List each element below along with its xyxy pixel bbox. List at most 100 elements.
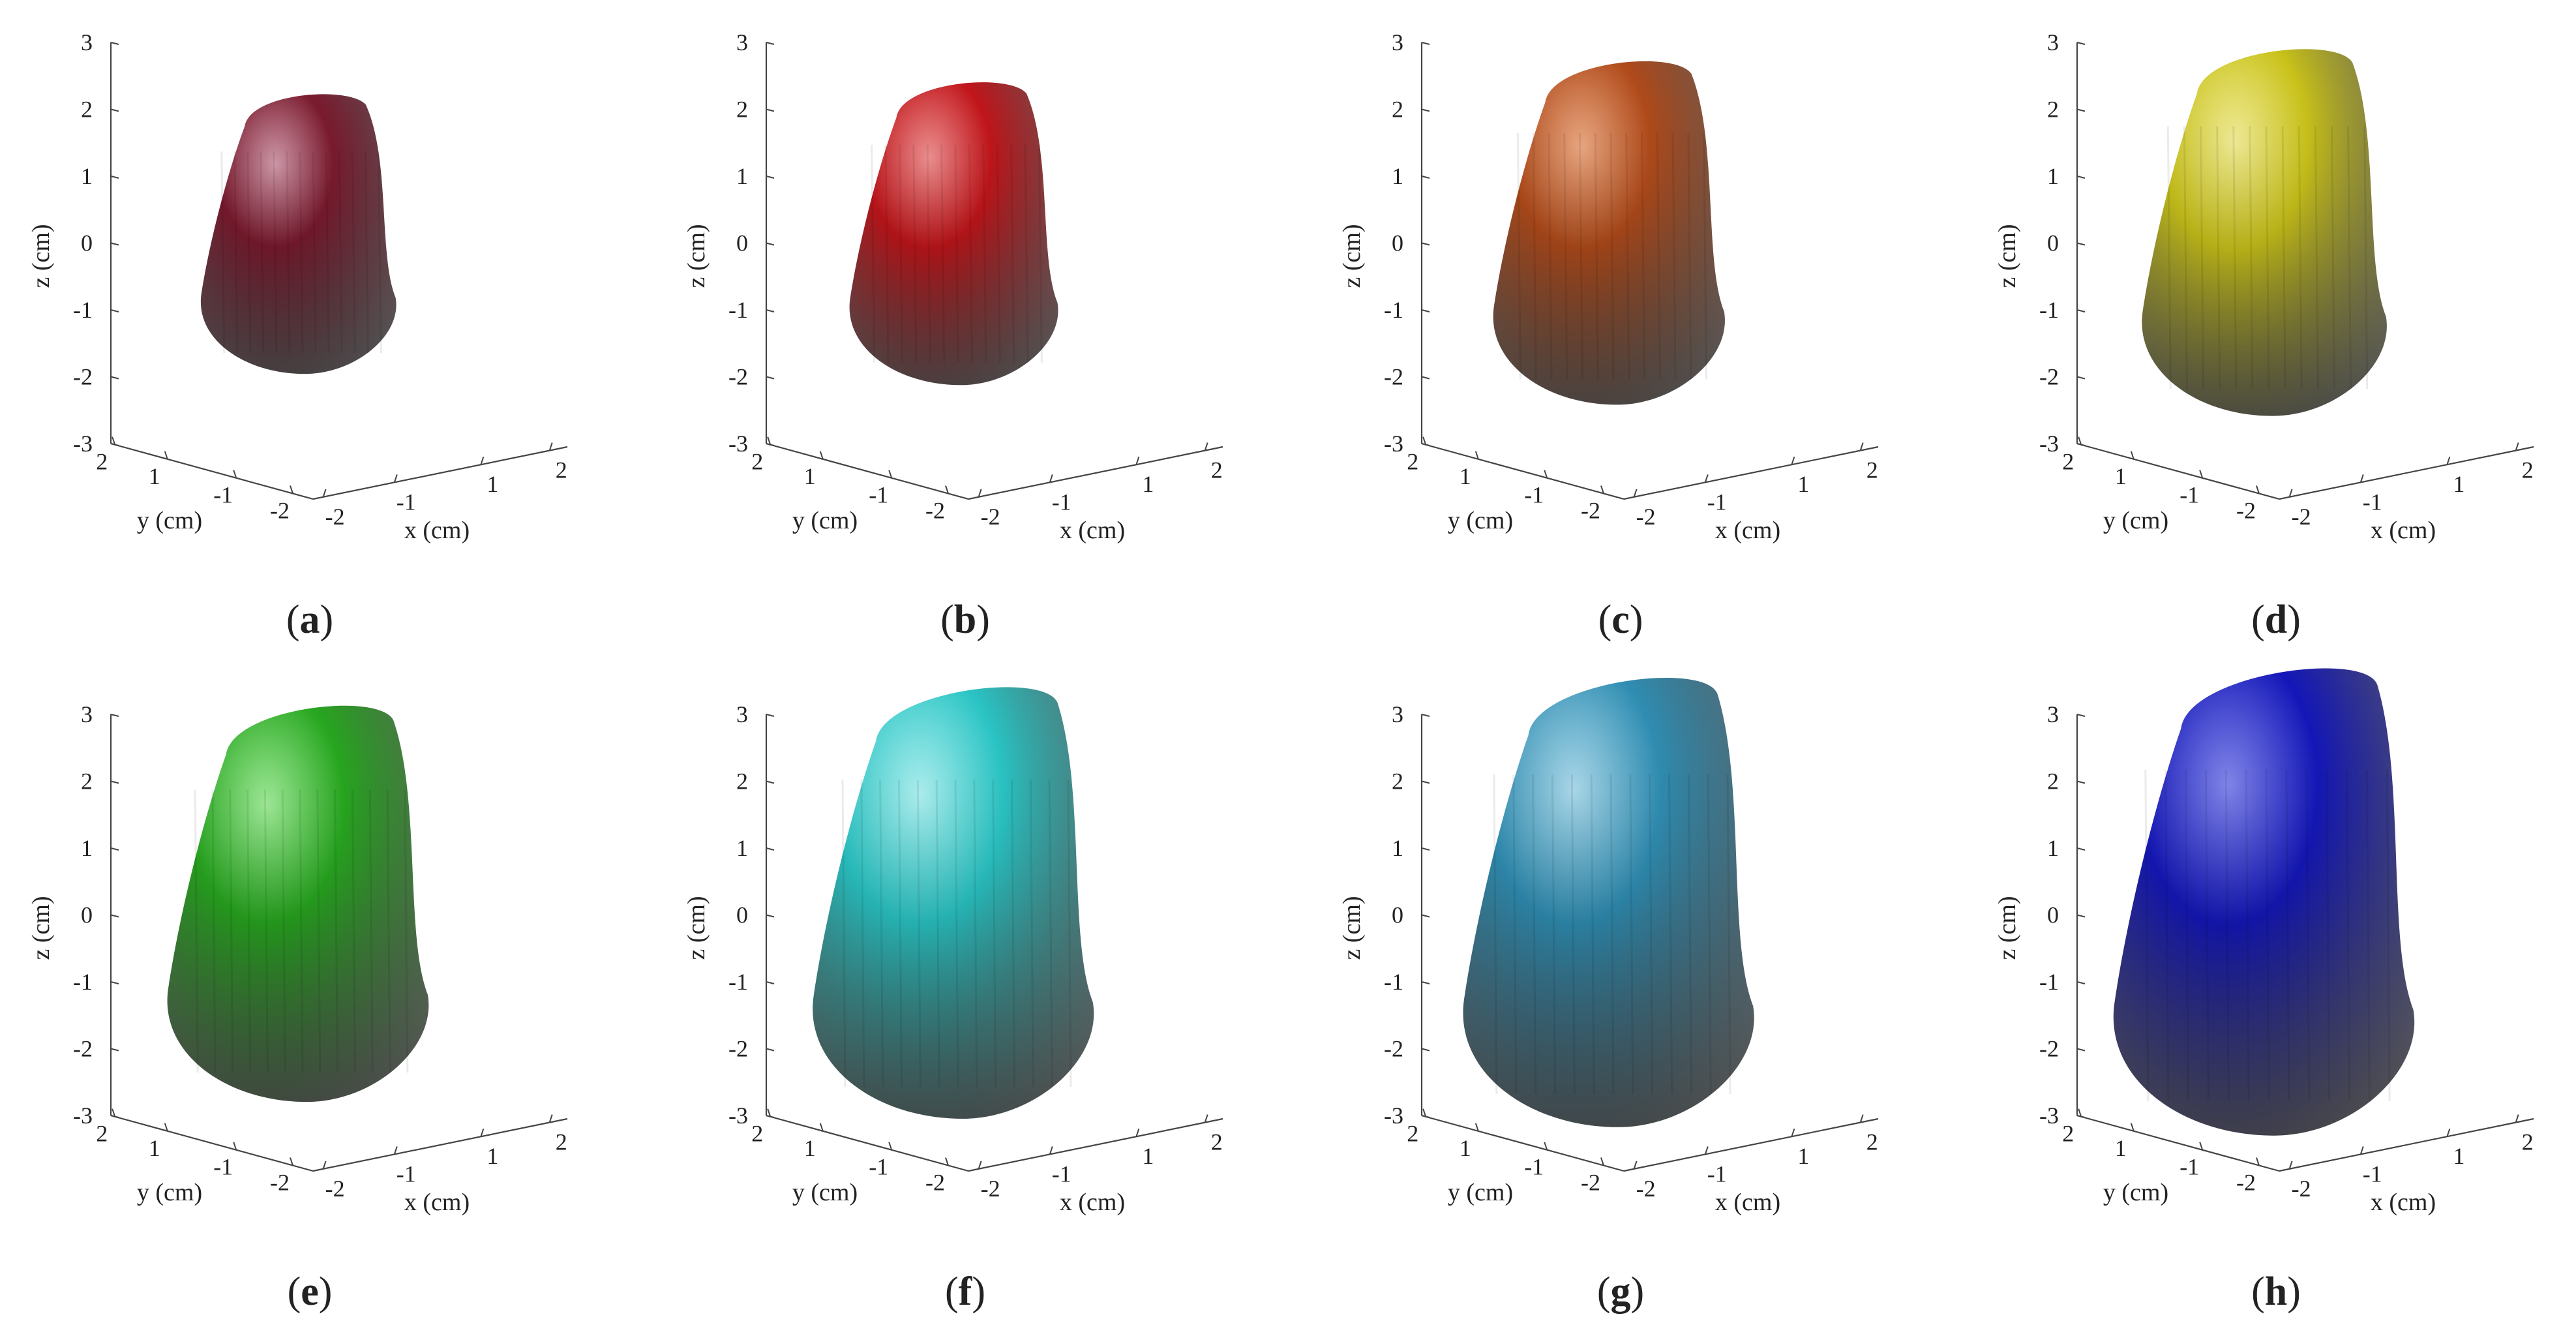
z-tick-label: -3 bbox=[73, 1102, 93, 1129]
y-axis-label: y (cm) bbox=[137, 1179, 202, 1206]
tumor-texture bbox=[2347, 126, 2352, 389]
tumor-texture bbox=[898, 144, 903, 363]
tumor-texture bbox=[1594, 132, 1599, 380]
y-tick-label: 2 bbox=[1407, 1121, 1418, 1147]
panel-c: 3 2 1 0 -1 -2 -3 z (cm) 2 1 -1 -2 y (cm) -2 -1 1 2 x (cm)… bbox=[1338, 29, 1879, 642]
x-tick-mark bbox=[322, 1161, 327, 1170]
y-tick-label: -1 bbox=[869, 1154, 888, 1180]
y-axis-label: y (cm) bbox=[1448, 1179, 1513, 1206]
tumor-texture bbox=[2265, 126, 2270, 389]
caption-paren-close: ) bbox=[2287, 1270, 2301, 1314]
y-tick-label: -2 bbox=[1581, 1170, 1600, 1196]
tumor-texture bbox=[247, 151, 252, 354]
z-tick-label: 2 bbox=[2047, 768, 2059, 795]
tumor-texture bbox=[220, 151, 226, 354]
caption-c: (c) bbox=[1598, 598, 1643, 642]
y-tick-mark bbox=[112, 1108, 116, 1118]
x-tick-label: 2 bbox=[2522, 457, 2534, 483]
y-axis-line bbox=[1421, 442, 1625, 500]
z-tick-label: 3 bbox=[736, 701, 748, 727]
tumor-shading bbox=[200, 94, 397, 374]
tumor-texture bbox=[2245, 769, 2250, 1102]
x-axis-line bbox=[968, 446, 1223, 500]
z-tick-mark bbox=[2076, 242, 2086, 246]
x-tick-mark bbox=[2446, 1128, 2451, 1137]
caption-paren-open: ( bbox=[288, 1270, 301, 1314]
z-tick-label: -1 bbox=[1384, 969, 1403, 995]
tumor-texture bbox=[299, 789, 304, 1073]
tumor-texture bbox=[940, 144, 946, 363]
z-tick-label: 1 bbox=[2047, 835, 2059, 861]
x-tick-label: 2 bbox=[1211, 457, 1223, 483]
y-tick-mark bbox=[888, 1142, 893, 1151]
x-tick-label: -2 bbox=[981, 1176, 1000, 1202]
z-tick-mark bbox=[1421, 242, 1430, 246]
x-tick-mark bbox=[1791, 456, 1795, 465]
z-tick-label: 3 bbox=[2047, 701, 2059, 727]
tumor-texture bbox=[973, 780, 978, 1087]
caption-f: (f) bbox=[945, 1270, 985, 1314]
z-tick-mark bbox=[2076, 780, 2086, 784]
tumor-texture bbox=[879, 780, 884, 1087]
y-tick-mark bbox=[2130, 451, 2134, 460]
z-tick-mark bbox=[1421, 175, 1430, 179]
y-tick-label: 1 bbox=[2115, 1135, 2127, 1161]
tumor-texture bbox=[338, 151, 343, 354]
y-tick-label: -1 bbox=[2179, 482, 2199, 508]
x-axis-line bbox=[312, 446, 568, 500]
z-axis-label: z (cm) bbox=[27, 224, 55, 288]
caption-h: (h) bbox=[2251, 1270, 2301, 1314]
z-tick-label: 3 bbox=[2047, 29, 2059, 55]
x-tick-label: -2 bbox=[2292, 504, 2311, 530]
x-tick-mark bbox=[1049, 474, 1053, 483]
z-tick-label: -1 bbox=[2039, 297, 2059, 323]
z-tick-label: 0 bbox=[81, 902, 93, 928]
x-tick-mark bbox=[1704, 1146, 1709, 1155]
y-tick-label: -1 bbox=[213, 1154, 233, 1180]
z-tick-label: -3 bbox=[2039, 1102, 2059, 1129]
tumor-texture bbox=[2224, 769, 2230, 1102]
tumor-texture bbox=[1656, 132, 1661, 380]
x-axis-label: x (cm) bbox=[1060, 517, 1125, 544]
x-tick-label: 1 bbox=[1142, 1143, 1154, 1169]
tumor-shading bbox=[2113, 668, 2415, 1136]
x-tick-label: -2 bbox=[981, 504, 1000, 530]
caption-paren-close: ) bbox=[1631, 1270, 1645, 1314]
z-tick-mark bbox=[110, 376, 119, 380]
z-tick-mark bbox=[766, 376, 775, 380]
z-axis-label: z (cm) bbox=[683, 896, 710, 960]
y-axis-line bbox=[1421, 1114, 1625, 1172]
caption-paren-close: ) bbox=[320, 598, 334, 642]
y-tick-label: -1 bbox=[1524, 1154, 1544, 1180]
z-tick-label: 3 bbox=[1392, 701, 1403, 727]
z-tick-label: 2 bbox=[81, 768, 93, 795]
tumor-texture bbox=[263, 789, 269, 1073]
tumor-texture bbox=[211, 789, 217, 1073]
tumor-texture bbox=[273, 151, 278, 354]
caption-paren-open: ( bbox=[2251, 1270, 2265, 1314]
y-tick-mark bbox=[2078, 436, 2082, 446]
caption-letter: a bbox=[300, 598, 320, 642]
z-tick-label: 2 bbox=[81, 97, 93, 123]
y-axis-line bbox=[110, 1114, 314, 1172]
x-tick-mark bbox=[2515, 442, 2519, 451]
caption-e: (e) bbox=[288, 1270, 333, 1314]
tumor-texture bbox=[1493, 774, 1498, 1095]
caption-letter: h bbox=[2265, 1270, 2287, 1314]
x-axis-label: x (cm) bbox=[2371, 1189, 2436, 1216]
x-tick-mark bbox=[322, 489, 327, 498]
x-tick-mark bbox=[1859, 1114, 1864, 1123]
y-tick-mark bbox=[290, 1157, 293, 1166]
y-tick-label: 1 bbox=[2115, 463, 2127, 489]
caption-paren-close: ) bbox=[972, 1270, 985, 1314]
z-tick-mark bbox=[110, 981, 119, 984]
z-tick-mark bbox=[2076, 376, 2086, 380]
tumor-texture bbox=[2386, 769, 2391, 1102]
y-tick-label: 2 bbox=[2062, 449, 2074, 475]
y-tick-label: -1 bbox=[869, 482, 888, 508]
z-tick-label: -1 bbox=[728, 969, 748, 995]
panel-g: 3 2 1 0 -1 -2 -3 z (cm) 2 1 -1 -2 y (cm) -2 -1 1 2 x (cm)… bbox=[1338, 677, 1879, 1314]
caption-paren-close: ) bbox=[319, 1270, 333, 1314]
x-tick-mark bbox=[2515, 1114, 2519, 1123]
